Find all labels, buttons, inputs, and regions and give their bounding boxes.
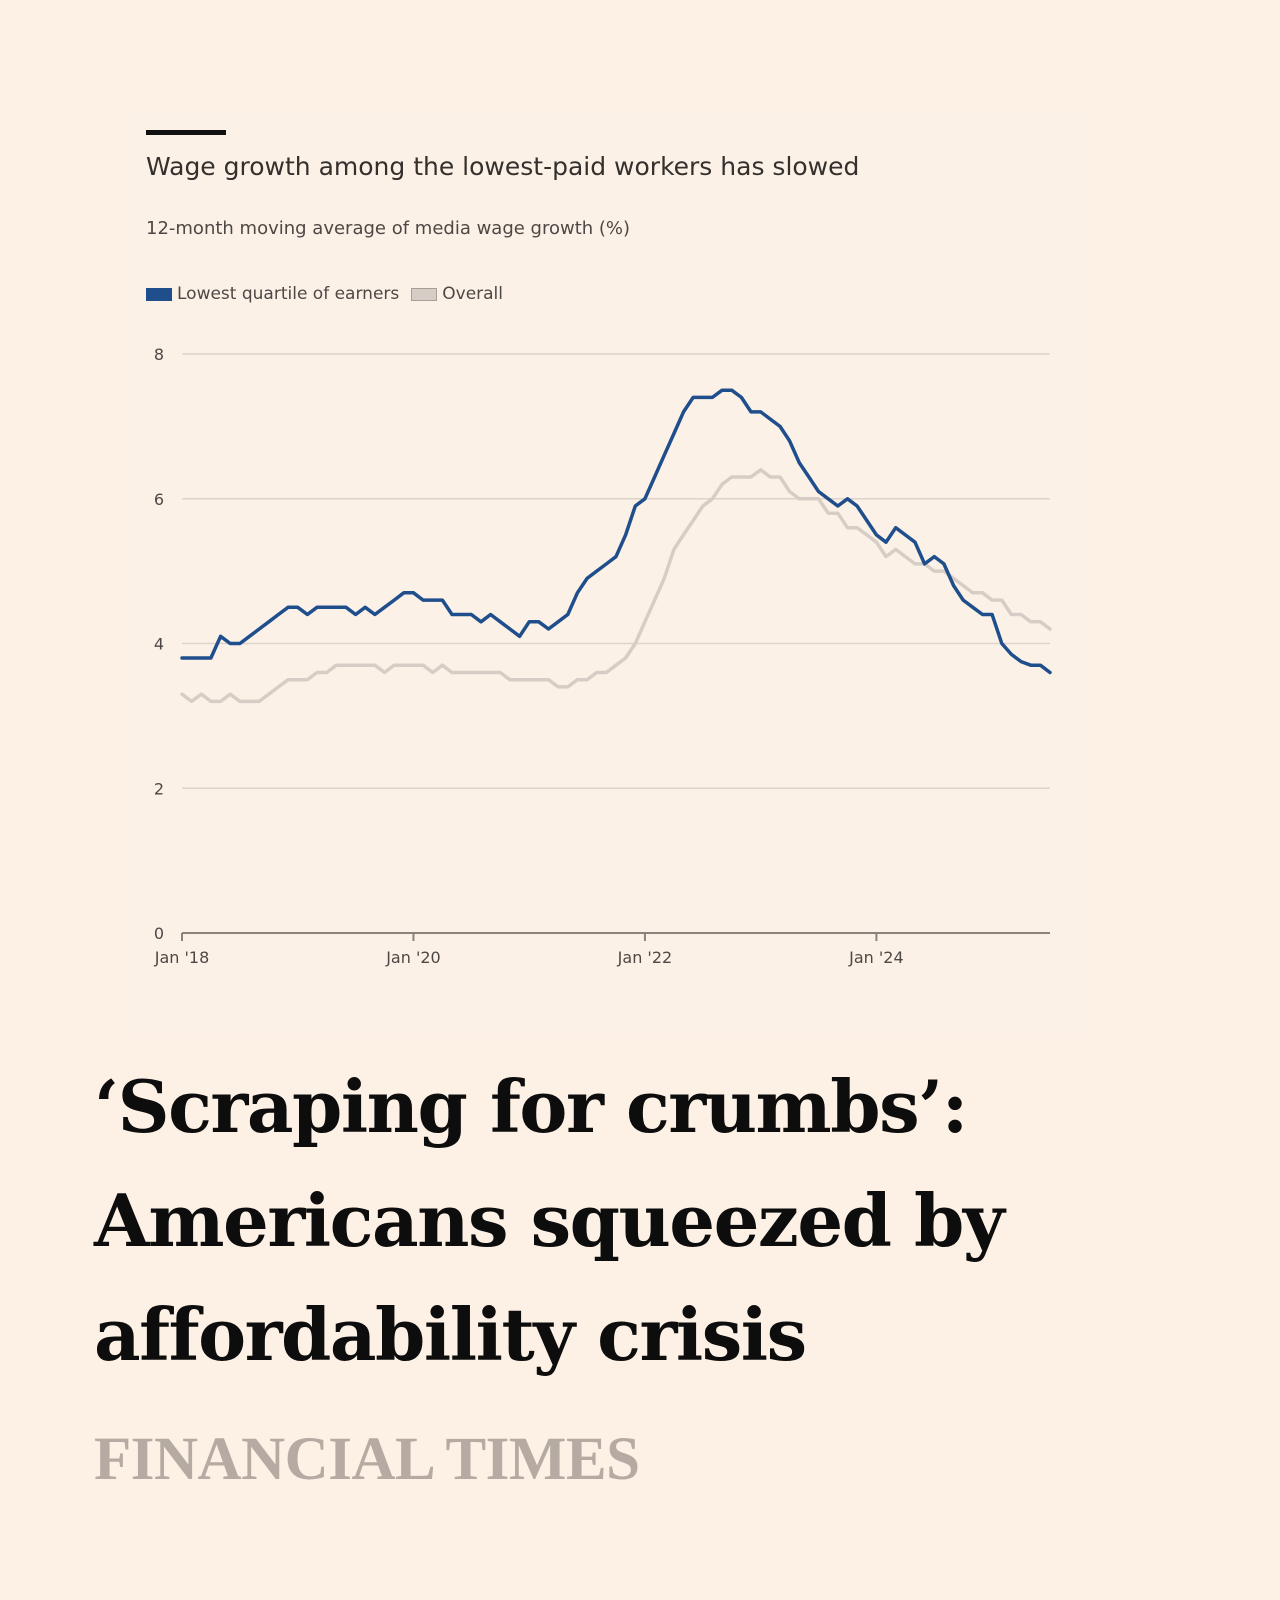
headline-line-2: Americans squeezed by — [94, 1178, 1005, 1263]
headline-line-3: affordability crisis — [94, 1292, 807, 1377]
legend-swatch-lowest-quartile — [146, 287, 172, 301]
chart-legend: Lowest quartile of earners Overall — [146, 284, 515, 304]
headline-line-1: ‘Scraping for crumbs’: — [94, 1064, 968, 1149]
legend-swatch-overall — [411, 287, 438, 301]
chart-card — [128, 108, 1094, 1038]
legend-item-lowest-quartile: Lowest quartile of earners — [146, 284, 399, 304]
y-tick-label: 4 — [154, 635, 164, 654]
y-tick-label: 2 — [154, 779, 164, 798]
chart-title: Wage growth among the lowest-paid worker… — [146, 152, 860, 181]
chart-subtitle: 12-month moving average of media wage gr… — [146, 218, 631, 239]
legend-label-overall: Overall — [442, 284, 504, 304]
y-tick-label: 8 — [154, 345, 164, 364]
legend-item-overall: Overall — [411, 284, 503, 304]
y-tick-label: 6 — [154, 490, 164, 509]
series-line-lowest-quartile — [180, 388, 1052, 675]
x-tick-label: Jan '20 — [385, 948, 441, 967]
x-tick-label: Jan '18 — [154, 948, 210, 967]
x-tick-label: Jan '24 — [848, 948, 904, 967]
series-line-overall — [180, 468, 1052, 704]
x-tick-label: Jan '22 — [617, 948, 673, 967]
legend-label-lowest-quartile: Lowest quartile of earners — [177, 284, 400, 304]
headline: ‘Scraping for crumbs’: Americans squeeze… — [94, 1050, 1214, 1392]
y-tick-label: 0 — [154, 924, 164, 943]
brand-logo: FINANCIAL TIMES — [94, 1426, 640, 1493]
chart-top-rule — [146, 130, 226, 135]
line-chart: 0 2 4 6 8 Jan '18 Jan '20 Jan '22 Jan '24 — [154, 345, 1052, 967]
